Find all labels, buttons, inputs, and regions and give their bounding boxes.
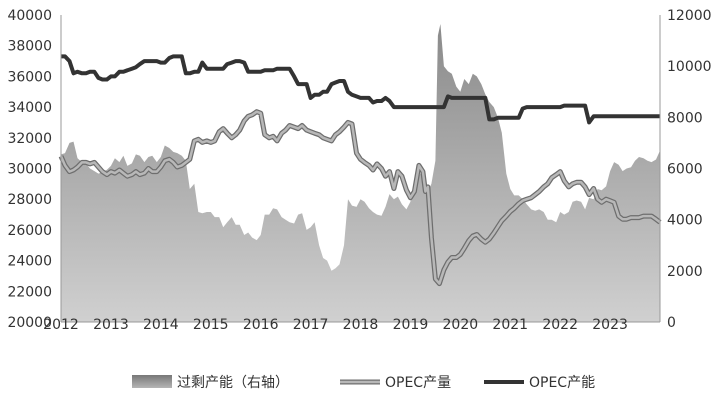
y-left-tick-label: 28000 xyxy=(7,192,52,208)
y-right-tick-label: 12000 xyxy=(667,8,712,24)
legend: 过剩产能（右轴） OPEC产量 OPEC产能 xyxy=(132,375,595,391)
y-left-tick-label: 20000 xyxy=(7,315,52,331)
x-tick-label: 2020 xyxy=(443,317,479,333)
x-tick-label: 2021 xyxy=(492,317,528,333)
legend-label: OPEC产能 xyxy=(529,375,595,391)
x-tick-label: 2023 xyxy=(592,317,628,333)
y-right-tick-label: 8000 xyxy=(667,110,703,126)
x-tick-label: 2022 xyxy=(542,317,578,333)
y-right-tick-label: 0 xyxy=(667,315,676,331)
y-left-tick-label: 38000 xyxy=(7,39,52,55)
y-right-tick-label: 10000 xyxy=(667,59,712,75)
x-tick-label: 2019 xyxy=(393,317,429,333)
y-left-tick-label: 32000 xyxy=(7,131,52,147)
series-line-opec-capacity xyxy=(61,54,660,125)
y-left-tick-label: 34000 xyxy=(7,100,52,116)
y-left-tick-label: 22000 xyxy=(7,284,52,300)
x-tick-label: 2017 xyxy=(293,317,329,333)
line-layer xyxy=(58,54,662,287)
legend-label: OPEC产量 xyxy=(385,375,451,391)
series-area-excess-capacity xyxy=(61,24,660,322)
tick-label-layer: 2000022000240002600028000300003200034000… xyxy=(7,8,711,333)
y-left-tick-label: 36000 xyxy=(7,69,52,85)
y-right-tick-label: 4000 xyxy=(667,213,703,229)
legend-item: OPEC产量 xyxy=(340,375,451,391)
series-line-opec-production xyxy=(59,110,661,285)
y-left-tick-label: 26000 xyxy=(7,223,52,239)
y-left-tick-label: 40000 xyxy=(7,8,52,24)
y-right-tick-label: 6000 xyxy=(667,162,703,178)
x-tick-label: 2016 xyxy=(243,317,279,333)
y-left-tick-label: 30000 xyxy=(7,162,52,178)
x-tick-label: 2013 xyxy=(93,317,129,333)
x-tick-label: 2014 xyxy=(143,317,179,333)
x-tick-label: 2015 xyxy=(193,317,229,333)
legend-swatch-area xyxy=(132,375,172,388)
axis-layer xyxy=(60,15,661,323)
x-tick-label: 2018 xyxy=(343,317,379,333)
y-left-tick-label: 24000 xyxy=(7,254,52,270)
area-layer xyxy=(61,24,660,322)
y-right-tick-label: 2000 xyxy=(667,264,703,280)
legend-item: 过剩产能（右轴） xyxy=(132,375,289,391)
legend-item: OPEC产能 xyxy=(484,375,595,391)
legend-label: 过剩产能（右轴） xyxy=(177,375,289,391)
x-tick-label: 2012 xyxy=(43,317,79,333)
